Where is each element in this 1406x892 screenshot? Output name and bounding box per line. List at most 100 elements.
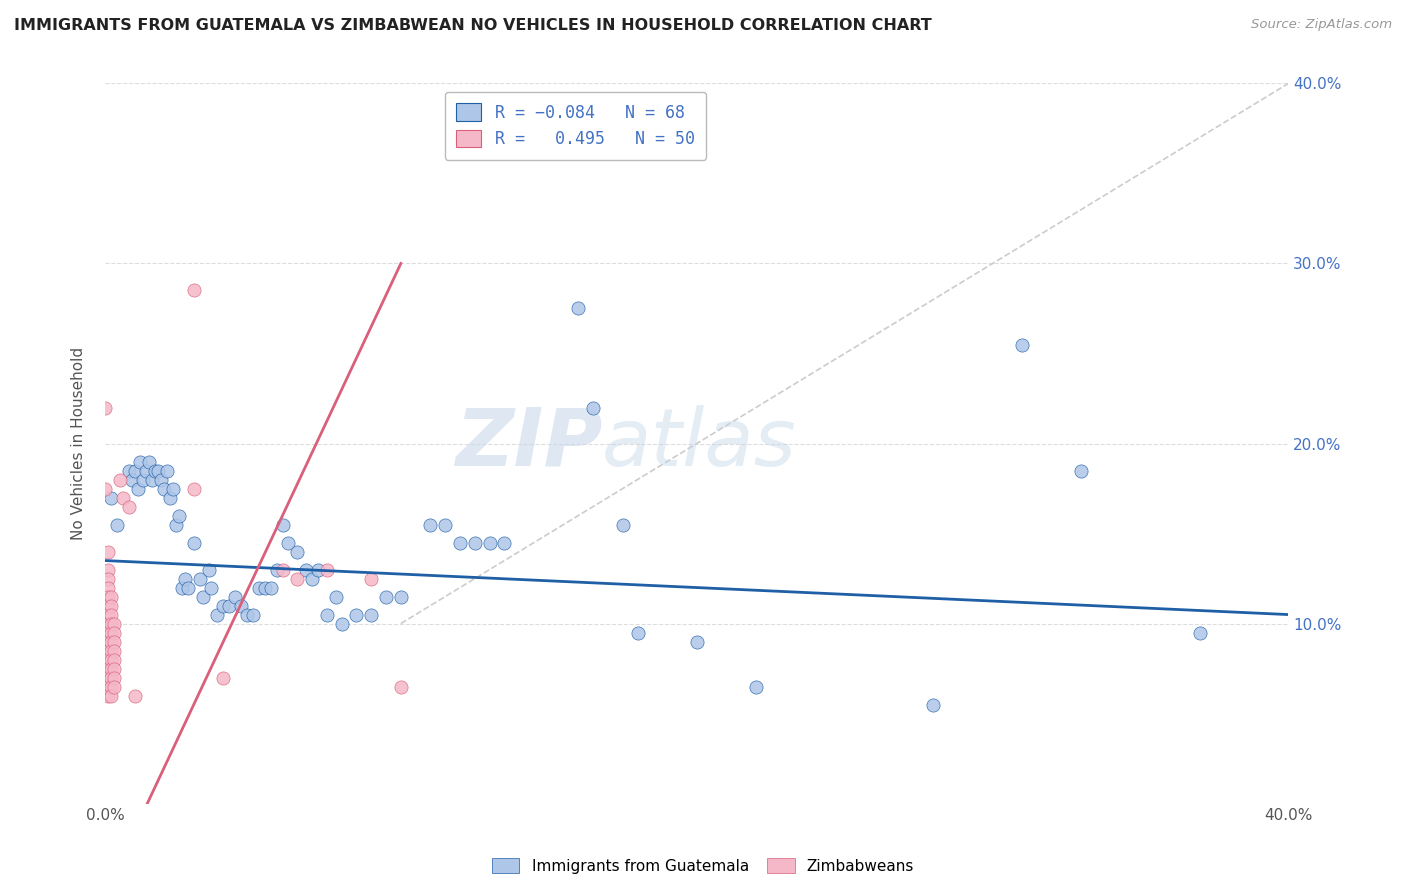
Point [271,517,294,532]
Point [94,401,117,415]
Point [177,581,200,595]
Point [212,671,235,685]
Point [307,563,329,577]
Text: ZIP: ZIP [454,405,602,483]
Point [582,401,605,415]
Point [567,301,589,316]
Point [191,590,214,604]
Point [389,590,412,604]
Point [325,590,347,604]
Point [103,680,125,694]
Point [103,671,125,685]
Point [97,563,120,577]
Point [105,517,128,532]
Point [100,643,122,657]
Point [236,607,259,622]
Point [150,473,173,487]
Point [285,572,308,586]
Point [449,535,471,549]
Point [135,464,157,478]
Point [97,590,120,604]
Point [100,616,122,631]
Point [103,625,125,640]
Point [100,607,122,622]
Point [97,607,120,622]
Point [127,482,149,496]
Point [212,599,235,613]
Point [478,535,501,549]
Point [1011,337,1033,351]
Point [360,607,382,622]
Point [97,634,120,648]
Point [360,572,382,586]
Point [745,680,768,694]
Point [97,544,120,558]
Point [315,607,337,622]
Point [271,563,294,577]
Point [148,464,170,478]
Point [218,599,240,613]
Point [170,581,193,595]
Point [100,652,122,666]
Point [100,634,122,648]
Point [103,643,125,657]
Point [922,698,945,712]
Legend: Immigrants from Guatemala, Zimbabweans: Immigrants from Guatemala, Zimbabweans [485,852,921,880]
Point [159,491,181,505]
Point [494,535,516,549]
Point [103,662,125,676]
Point [132,473,155,487]
Point [156,464,179,478]
Point [118,500,141,514]
Point [200,581,222,595]
Point [97,599,120,613]
Point [242,607,264,622]
Point [167,508,190,523]
Point [97,680,120,694]
Point [626,625,648,640]
Point [229,599,252,613]
Point [295,563,318,577]
Point [686,634,709,648]
Point [375,590,398,604]
Point [118,464,141,478]
Point [315,563,337,577]
Point [247,581,270,595]
Point [138,454,160,468]
Point [124,689,146,703]
Point [97,689,120,703]
Point [97,625,120,640]
Y-axis label: No Vehicles in Household: No Vehicles in Household [72,347,86,540]
Point [183,482,205,496]
Point [100,491,122,505]
Point [173,572,195,586]
Point [97,616,120,631]
Point [94,482,117,496]
Point [346,607,368,622]
Point [183,535,205,549]
Point [266,563,288,577]
Point [100,590,122,604]
Point [1070,464,1092,478]
Point [100,671,122,685]
Point [260,581,283,595]
Point [419,517,441,532]
Point [224,590,246,604]
Point [277,535,299,549]
Point [612,517,634,532]
Point [100,625,122,640]
Point [100,662,122,676]
Point [97,572,120,586]
Text: Source: ZipAtlas.com: Source: ZipAtlas.com [1251,18,1392,31]
Point [100,599,122,613]
Point [124,464,146,478]
Point [97,643,120,657]
Point [1188,625,1211,640]
Point [108,473,131,487]
Point [464,535,486,549]
Point [162,482,184,496]
Point [129,454,152,468]
Point [97,652,120,666]
Point [389,680,412,694]
Legend: R = −0.084   N = 68, R =   0.495   N = 50: R = −0.084 N = 68, R = 0.495 N = 50 [444,92,706,160]
